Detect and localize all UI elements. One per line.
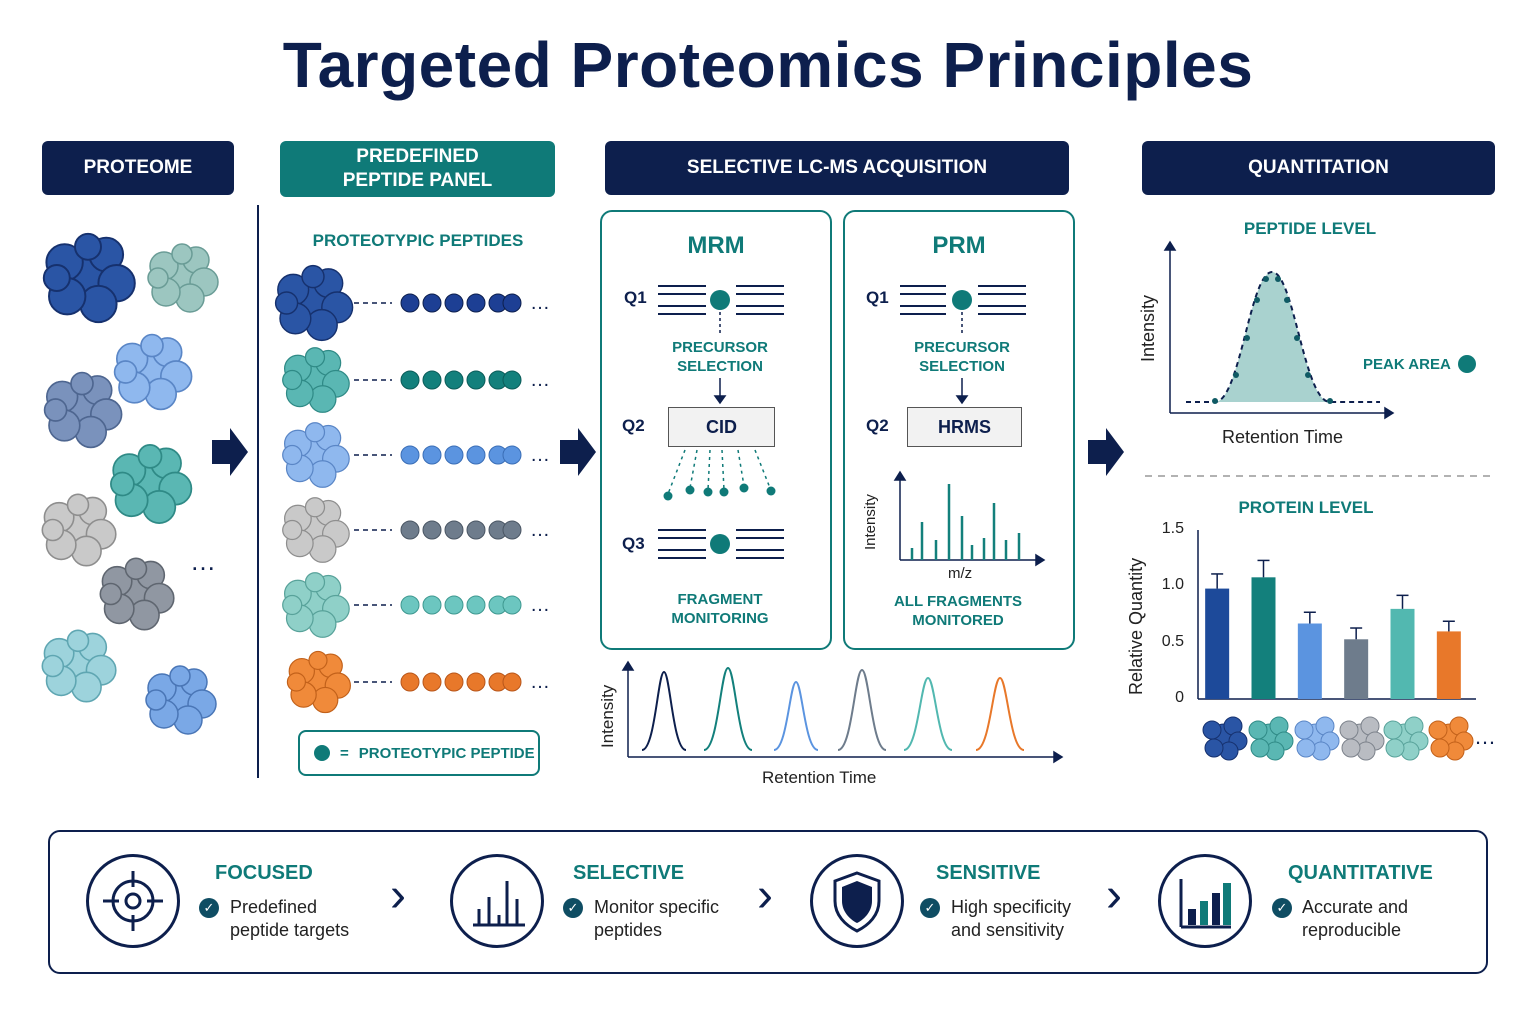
peptide-row: … [282,422,550,488]
prm-fragments-caption: ALL FRAGMENTS MONITORED [893,593,1023,629]
check-icon: ✓ [1272,898,1292,918]
peptides-subtitle: PROTEOTYPIC PEPTIDES [312,231,524,250]
bar [1205,588,1230,699]
header-peptide-panel: PREDEFINED PEPTIDE PANEL [280,141,555,197]
peak-trace [1186,270,1380,403]
rising-bars-icon [1158,854,1252,948]
target-icon [86,854,180,948]
mrm-precursor-caption: PRECURSOR SELECTION [672,339,768,375]
feature-title: QUANTITATIVE [1288,862,1433,884]
protein-blob [1339,716,1385,761]
chromatogram-xlabel: Retention Time [762,768,877,787]
mrm-q3-label: Q3 [622,534,645,553]
feature-text: Predefined peptide targets [230,897,350,940]
mrm-q1-label: Q1 [624,288,647,307]
y-tick-label: 0.5 [1161,632,1184,650]
y-tick-label: 1.0 [1161,576,1184,594]
svg-text:…: … [530,292,550,314]
header-acquisition: SELECTIVE LC-MS ACQUISITION [605,141,1069,195]
chevron-right-icon: › [390,869,406,922]
protein-level-title: PROTEIN LEVEL [1238,498,1374,517]
legend-label: PROTEOTYPIC PEPTIDE [358,744,535,762]
ellipsis-icon: … [190,546,216,576]
feature-text: High specificity and sensitivity [951,897,1072,940]
legend-equals: = [340,744,349,762]
prm-hrms-cell: HRMS [907,407,1022,447]
svg-text:…: … [530,369,550,391]
svg-text:…: … [530,519,550,541]
peptide-xlabel: Retention Time [1222,427,1344,447]
shield-icon [810,854,904,948]
features-panel [48,830,1488,974]
mrm-q2-label: Q2 [622,416,645,435]
protein-blob [1383,716,1429,761]
chevron-right-icon: › [757,869,773,922]
fragment-ion-icon [710,534,730,554]
prm-title: PRM [932,232,986,259]
peptide-row: … [282,497,550,563]
bar [1390,608,1415,699]
svg-text:…: … [530,594,550,616]
precursor-ion-icon [952,290,972,310]
protein-blob [1248,716,1294,761]
chromatogram-peaks [641,666,1025,751]
bar [1344,639,1369,699]
y-tick-label: 0 [1175,689,1184,706]
page-title: Targeted Proteomics Principles [282,29,1254,101]
precursor-ion-icon [710,290,730,310]
chromatogram-axes [621,660,1064,764]
legend: = PROTEOTYPIC PEPTIDE [298,730,540,776]
svg-text:…: … [530,444,550,466]
mrm-fragment-caption: FRAGMENT MONITORING [671,591,769,627]
peptide-rows: … … … … … … [274,264,550,714]
check-icon: ✓ [563,898,583,918]
peptide-row: … [274,264,550,342]
peptide-dot-icon [314,745,330,761]
prm-q2-label: Q2 [866,416,889,435]
feature-title: FOCUSED [215,862,313,884]
feature-text: Monitor specific peptides [594,897,720,940]
peptide-row: … [282,572,550,638]
prm-q1-label: Q1 [866,288,889,307]
bar [1251,577,1276,699]
bar-chart-icon [450,854,544,948]
chevron-right-icon: › [1106,869,1122,922]
peptide-level-title: PEPTIDE LEVEL [1243,219,1377,238]
peak-area-dot-icon [1458,355,1476,373]
peptide-row: … [282,347,550,413]
protein-blob [1202,716,1248,761]
ellipsis-icon: … [1474,724,1496,749]
check-icon: ✓ [920,898,940,918]
feature-text: Accurate and reproducible [1302,897,1409,940]
header-quantitation: QUANTITATION [1142,141,1495,195]
mrm-cid-cell: CID [668,407,775,447]
arrow-right-icon [212,428,1124,476]
protein-blob [1428,716,1474,761]
peak-area-fill [1186,272,1330,402]
check-icon: ✓ [199,898,219,918]
prm-xlabel: m/z [948,565,973,582]
svg-text:…: … [530,671,550,693]
mrm-title: MRM [687,232,745,259]
y-tick-label: 1.5 [1161,520,1184,537]
prm-precursor-caption: PRECURSOR SELECTION [914,339,1010,375]
peptide-row: … [286,650,550,714]
feature-title: SELECTIVE [573,862,685,884]
protein-blob [1294,716,1340,761]
bar [1436,631,1461,699]
header-proteome: PROTEOME [42,141,234,195]
feature-title: SENSITIVE [936,862,1041,884]
peak-area-label: PEAK AREA [1363,356,1451,373]
bar [1297,623,1322,699]
